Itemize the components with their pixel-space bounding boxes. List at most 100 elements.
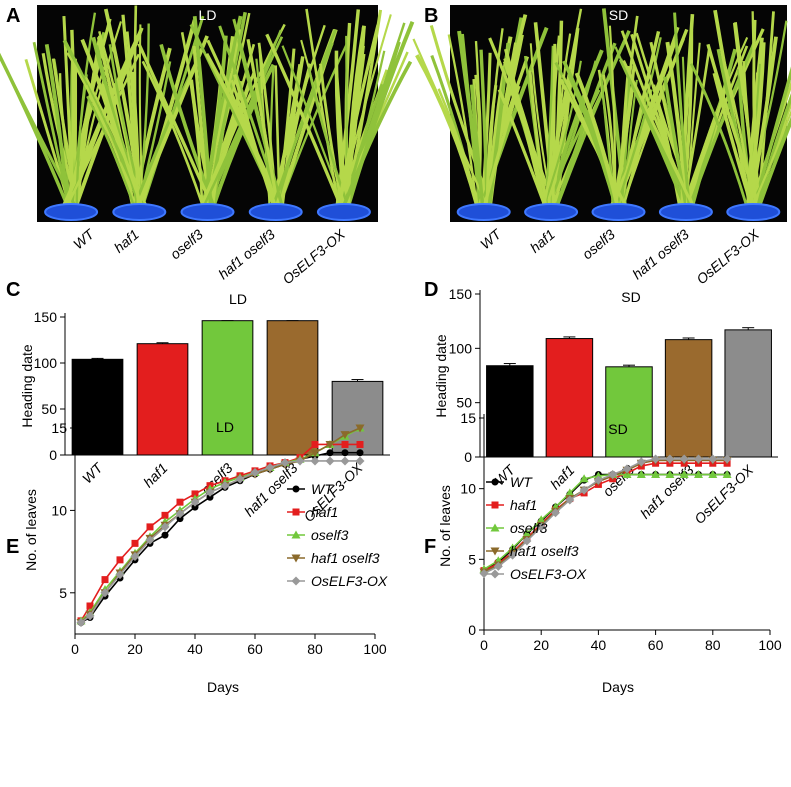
photo-title: LD [199, 7, 217, 23]
pot [458, 204, 510, 220]
marker [177, 499, 184, 506]
genotype-label: haf1 [111, 226, 142, 256]
chart-title: SD [608, 421, 627, 437]
x-tick-label: 0 [480, 637, 488, 653]
y-axis-label: Heading date [433, 334, 449, 418]
y-tick-label: 15 [460, 410, 476, 426]
y-tick-label: 150 [34, 309, 58, 325]
panel-letter: D [424, 279, 438, 301]
legend-label: OsELF3-OX [311, 573, 388, 589]
marker [162, 532, 169, 539]
y-tick-label: 100 [449, 340, 473, 356]
legend-label: WT [311, 481, 334, 497]
marker [326, 456, 335, 465]
legend-label: haf1 [510, 497, 537, 513]
y-axis-label: No. of leaves [23, 489, 39, 571]
x-axis-label: Days [602, 679, 634, 695]
y-tick-label: 150 [449, 286, 473, 302]
bar [72, 359, 123, 455]
pot [45, 204, 97, 220]
bar [267, 321, 318, 455]
genotype-label: OsELF3-OX [693, 226, 762, 288]
x-tick-label: OsELF3-OX [691, 461, 757, 527]
legend-label: haf1 [311, 504, 338, 520]
pot [727, 204, 779, 220]
x-tick-label: 40 [187, 641, 203, 657]
y-tick-label: 100 [34, 355, 58, 371]
chart-title: LD [229, 291, 247, 307]
marker [102, 576, 109, 583]
bar [546, 339, 592, 457]
x-tick-label: 80 [307, 641, 323, 657]
pot [113, 204, 165, 220]
legend-label: OsELF3-OX [510, 566, 587, 582]
x-tick-label: 80 [705, 637, 721, 653]
bar [665, 340, 711, 457]
photo-title: SD [609, 7, 628, 23]
genotype-label: haf1 oself3 [629, 226, 692, 282]
marker [312, 441, 319, 448]
x-tick-label: haf1 oself3 [637, 462, 697, 522]
marker [342, 449, 349, 456]
pot [318, 204, 370, 220]
bar [725, 330, 771, 457]
panel-letter: E [6, 536, 19, 558]
x-axis-label: Days [207, 679, 239, 695]
genotype-label: oself3 [167, 226, 206, 262]
panel-letter: A [6, 5, 20, 27]
x-tick-label: WT [79, 459, 107, 487]
y-axis-label: No. of leaves [437, 485, 453, 567]
x-tick-label: 40 [591, 637, 607, 653]
legend-marker [292, 577, 301, 586]
panel-letter: C [6, 279, 20, 301]
y-tick-label: 5 [468, 551, 476, 567]
marker [341, 456, 350, 465]
genotype-label: oself3 [579, 226, 618, 262]
y-tick-label: 15 [51, 420, 67, 436]
marker [357, 449, 364, 456]
legend-marker [492, 479, 499, 486]
pot [525, 204, 577, 220]
y-tick-label: 10 [51, 502, 67, 518]
y-tick-label: 50 [456, 395, 472, 411]
chart-title: SD [621, 289, 640, 305]
panel-letter: B [424, 5, 438, 27]
panel-letter: F [424, 536, 436, 558]
x-tick-label: 20 [127, 641, 143, 657]
plant-leaf [553, 44, 555, 205]
legend-marker [492, 502, 499, 509]
genotype-label: WT [70, 225, 98, 252]
genotype-label: OsELF3-OX [279, 226, 348, 288]
genotype-label: WT [477, 225, 505, 252]
legend-label: WT [510, 474, 533, 490]
marker [357, 441, 364, 448]
y-tick-label: 0 [468, 622, 476, 638]
genotype-label: haf1 oself3 [215, 226, 278, 282]
marker [342, 441, 349, 448]
bar [487, 366, 533, 457]
marker [132, 540, 139, 547]
marker [311, 456, 320, 465]
y-tick-label: 0 [464, 449, 472, 465]
legend-label: oself3 [510, 520, 548, 536]
x-tick-label: 20 [533, 637, 549, 653]
pot [250, 204, 302, 220]
x-tick-label: 100 [363, 641, 387, 657]
genotype-label: haf1 [527, 226, 558, 256]
marker [147, 523, 154, 530]
legend-marker [491, 570, 500, 579]
x-tick-label: 60 [247, 641, 263, 657]
y-tick-label: 50 [41, 401, 57, 417]
bar [606, 367, 652, 457]
x-tick-label: 60 [648, 637, 664, 653]
pot [182, 204, 234, 220]
x-tick-label: haf1 [140, 460, 171, 491]
pot [593, 204, 645, 220]
legend-label: haf1 oself3 [510, 543, 579, 559]
x-tick-label: 100 [758, 637, 782, 653]
bar [137, 344, 188, 455]
marker [117, 556, 124, 563]
legend-label: oself3 [311, 527, 349, 543]
chart-title: LD [216, 419, 234, 435]
